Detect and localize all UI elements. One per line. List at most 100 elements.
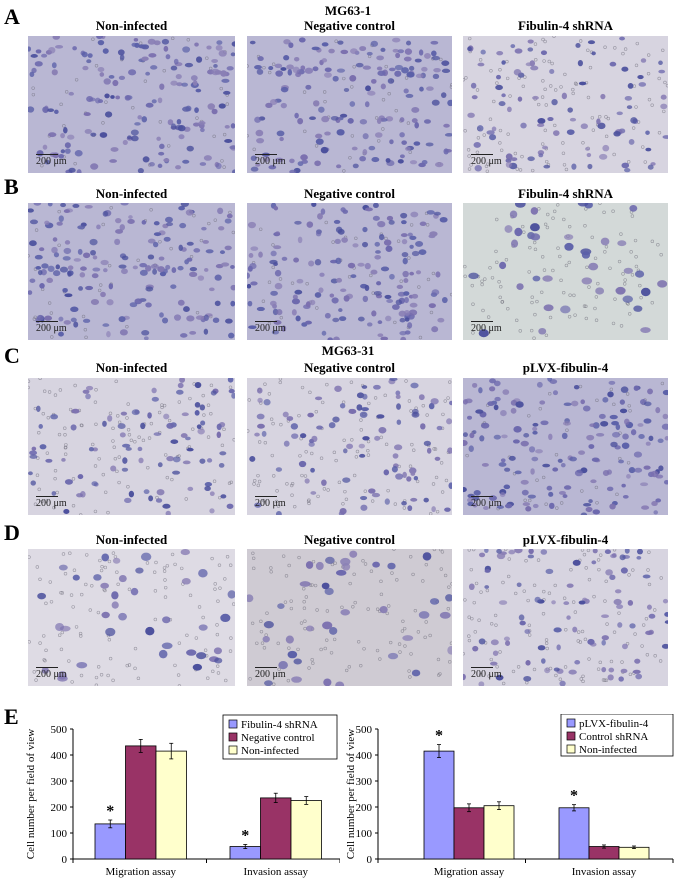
y-tick-label: 100 bbox=[51, 828, 68, 840]
micrograph-image: 200 μm bbox=[28, 203, 235, 340]
bar bbox=[94, 823, 126, 860]
scale-bar-label: 200 μm bbox=[255, 498, 286, 509]
cell-stain-pattern bbox=[247, 378, 452, 515]
micrograph-image: 200 μm bbox=[28, 36, 235, 173]
micrograph-image: 200 μm bbox=[28, 549, 235, 686]
column-label: Negative control bbox=[303, 186, 396, 201]
x-category-label: Invasion assay bbox=[572, 866, 637, 878]
cell-line-title-mg63-1: MG63-1 bbox=[324, 3, 372, 18]
scale-bar: 200 μm bbox=[255, 321, 286, 334]
scale-bar-line bbox=[36, 321, 58, 322]
cell-stain-pattern bbox=[463, 378, 668, 515]
scale-bar-line bbox=[471, 496, 493, 497]
legend-label: Negative control bbox=[241, 732, 315, 744]
micrograph-image: 200 μm bbox=[463, 203, 668, 340]
y-axis-label: Cell number per field of view bbox=[345, 729, 357, 859]
scale-bar: 200 μm bbox=[36, 154, 67, 167]
legend-swatch bbox=[566, 731, 576, 741]
scale-bar-line bbox=[471, 321, 493, 322]
scale-bar: 200 μm bbox=[471, 496, 502, 509]
legend-label: pLVX-fibulin-4 bbox=[579, 718, 649, 730]
y-tick-label: 400 bbox=[51, 750, 68, 762]
scale-bar-label: 200 μm bbox=[471, 669, 502, 680]
legend-label: Non-infected bbox=[579, 744, 638, 756]
scale-bar-line bbox=[255, 667, 277, 668]
micrograph-image: 200 μm bbox=[247, 378, 452, 515]
scale-bar-label: 200 μm bbox=[36, 669, 67, 680]
scale-bar-label: 200 μm bbox=[255, 156, 286, 167]
x-category-label: Invasion assay bbox=[244, 866, 309, 878]
micrograph-image: 200 μm bbox=[463, 36, 668, 173]
scale-bar: 200 μm bbox=[471, 667, 502, 680]
x-category-label: Migration assay bbox=[105, 866, 176, 878]
legend-box bbox=[560, 713, 674, 757]
cell-stain-pattern bbox=[463, 36, 668, 173]
scale-bar-line bbox=[255, 321, 277, 322]
bar bbox=[290, 800, 322, 860]
scale-bar: 200 μm bbox=[471, 321, 502, 334]
panel-letter-b: B bbox=[4, 174, 19, 199]
column-label: Negative control bbox=[303, 532, 396, 547]
bar bbox=[155, 750, 187, 860]
column-label: Non-infected bbox=[95, 186, 168, 201]
scale-bar-line bbox=[255, 496, 277, 497]
cell-stain-pattern bbox=[28, 549, 235, 686]
legend-swatch bbox=[228, 732, 238, 742]
scale-bar-label: 200 μm bbox=[36, 156, 67, 167]
scale-bar-line bbox=[36, 154, 58, 155]
bar bbox=[260, 797, 292, 860]
scale-bar: 200 μm bbox=[255, 667, 286, 680]
chart-knockdown: 0 100 200 300 400 500 Cell number per field of… bbox=[20, 714, 341, 883]
scale-bar-line bbox=[471, 667, 493, 668]
y-tick-label: 200 bbox=[51, 802, 68, 814]
panel-letter-e: E bbox=[4, 704, 19, 729]
column-label: Fibulin-4 shRNA bbox=[518, 18, 613, 33]
y-tick-label: 400 bbox=[356, 750, 373, 762]
micrograph-image: 200 μm bbox=[247, 549, 452, 686]
cell-stain-pattern bbox=[247, 203, 452, 340]
significance-asterisk: * bbox=[435, 728, 443, 745]
y-tick-label: 0 bbox=[367, 854, 373, 866]
scale-bar-label: 200 μm bbox=[471, 156, 502, 167]
scale-bar-label: 200 μm bbox=[36, 323, 67, 334]
column-label: Negative control bbox=[303, 18, 396, 33]
significance-asterisk: * bbox=[241, 827, 249, 844]
scale-bar: 200 μm bbox=[255, 154, 286, 167]
cell-stain-pattern bbox=[28, 378, 235, 515]
bar-chart-knockdown: 0 100 200 300 400 500 Cell number per field of… bbox=[25, 714, 341, 878]
x-category-label: Migration assay bbox=[434, 866, 505, 878]
legend-swatch bbox=[228, 719, 238, 729]
column-label: Negative control bbox=[303, 360, 396, 375]
micrograph-image: 200 μm bbox=[463, 378, 668, 515]
micrograph-image: 200 μm bbox=[247, 203, 452, 340]
cell-stain-pattern bbox=[247, 37, 452, 173]
column-label: Non-infected bbox=[95, 360, 168, 375]
legend-swatch bbox=[566, 744, 576, 754]
micrograph-image: 200 μm bbox=[463, 549, 668, 686]
scale-bar-label: 200 μm bbox=[471, 498, 502, 509]
panel-letter-a: A bbox=[4, 4, 20, 29]
legend-swatch bbox=[566, 718, 576, 728]
cell-stain-pattern bbox=[247, 549, 452, 686]
scale-bar: 200 μm bbox=[36, 667, 67, 680]
bar bbox=[483, 805, 515, 860]
scale-bar-label: 200 μm bbox=[36, 498, 67, 509]
legend-swatch bbox=[228, 745, 238, 755]
micrograph-image: 200 μm bbox=[247, 36, 452, 173]
cell-line-title-mg63-31: MG63-31 bbox=[321, 343, 375, 358]
scale-bar: 200 μm bbox=[36, 496, 67, 509]
bar bbox=[558, 807, 590, 860]
significance-asterisk: * bbox=[570, 788, 578, 805]
significance-asterisk: * bbox=[106, 803, 114, 820]
bar bbox=[618, 846, 650, 860]
panel-letter-d: D bbox=[4, 520, 20, 545]
scale-bar-label: 200 μm bbox=[255, 669, 286, 680]
y-tick-label: 0 bbox=[62, 854, 68, 866]
legend-box bbox=[222, 714, 338, 760]
scale-bar-line bbox=[255, 154, 277, 155]
column-label: Non-infected bbox=[95, 18, 168, 33]
y-tick-label: 300 bbox=[356, 776, 373, 788]
column-label: Non-infected bbox=[95, 532, 168, 547]
column-label: Fibulin-4 shRNA bbox=[518, 186, 613, 201]
